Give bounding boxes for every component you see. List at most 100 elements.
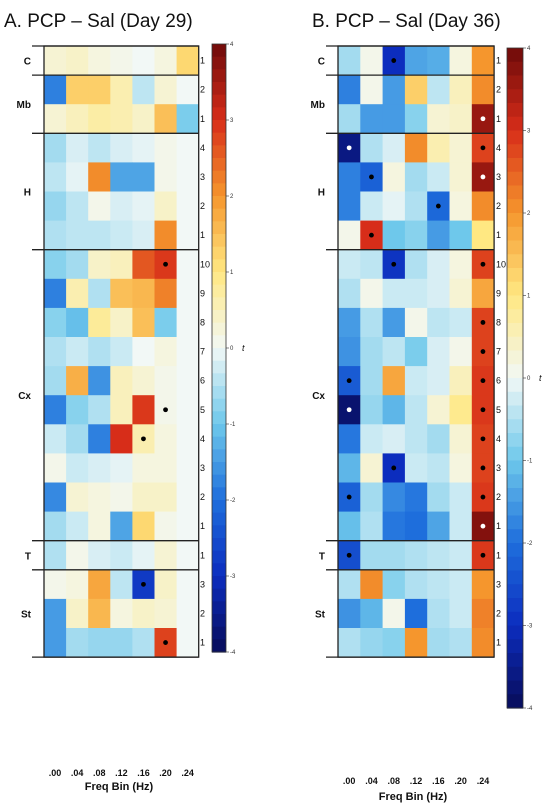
heatmap-cell xyxy=(404,366,428,396)
heatmap-cell xyxy=(154,569,177,600)
colorbar-segment xyxy=(507,268,523,283)
row-label: 5 xyxy=(496,405,501,415)
x-tick-label: .12 xyxy=(410,776,423,786)
row-label: 3 xyxy=(200,463,205,473)
colorbar-segment xyxy=(507,61,523,77)
heatmap-cell xyxy=(449,424,473,454)
row-label: 8 xyxy=(200,317,205,327)
significance-dot xyxy=(480,465,486,471)
heatmap-cell xyxy=(44,307,67,338)
colorbar-segment xyxy=(507,213,523,228)
heatmap-cell xyxy=(404,278,428,309)
colorbar-segment xyxy=(212,474,226,488)
heatmap-cell xyxy=(154,162,177,192)
row-label: 3 xyxy=(200,579,205,589)
colorbar-segment xyxy=(212,563,226,577)
heatmap-cell xyxy=(66,628,89,658)
heatmap-cell xyxy=(404,249,428,280)
colorbar-segment xyxy=(212,297,226,311)
heatmap-cell xyxy=(449,249,473,280)
colorbar-segment xyxy=(212,120,226,134)
heatmap-cell xyxy=(427,249,450,280)
heatmap-cell xyxy=(471,569,495,600)
x-tick-label: .00 xyxy=(343,776,356,786)
x-tick-label: .24 xyxy=(477,776,490,786)
colorbar-segment xyxy=(212,525,226,539)
heatmap-cell xyxy=(44,366,67,396)
heatmap-cell xyxy=(132,162,155,192)
colorbar-segment xyxy=(507,501,523,517)
row-label: 1 xyxy=(200,521,205,531)
heatmap-cell xyxy=(338,162,361,192)
heatmap-cell xyxy=(110,540,133,571)
heatmap-cell xyxy=(44,511,67,542)
heatmap-cell xyxy=(110,307,133,338)
heatmap-cell xyxy=(338,46,361,76)
heatmap-cell xyxy=(66,278,89,309)
heatmap-cell xyxy=(449,366,473,396)
heatmap-cell xyxy=(44,162,67,192)
heatmap-cell xyxy=(110,191,133,221)
heatmap-cell xyxy=(88,424,111,454)
row-label: 3 xyxy=(496,579,501,589)
heatmap-cell xyxy=(88,162,111,192)
heatmap-cell xyxy=(427,395,450,425)
heatmap-cell xyxy=(88,133,111,163)
heatmap-cell xyxy=(110,395,133,425)
significance-dot xyxy=(141,581,146,587)
group-label: St xyxy=(21,609,32,620)
heatmap-cell xyxy=(110,46,133,76)
row-label: 4 xyxy=(200,434,205,444)
heatmap-cell xyxy=(44,337,67,367)
heatmap-cell xyxy=(176,46,200,76)
significance-dot xyxy=(346,378,352,384)
heatmap-cell xyxy=(360,424,383,454)
colorbar-segment xyxy=(212,183,226,197)
colorbar-segment xyxy=(507,543,523,558)
colorbar-tick-label: -4 xyxy=(230,650,236,656)
heatmap-cell xyxy=(338,249,361,280)
row-label: 10 xyxy=(496,259,506,269)
heatmap-cell xyxy=(360,133,383,163)
heatmap-cell xyxy=(176,104,200,134)
heatmap-cell xyxy=(176,75,200,105)
heatmap-cell xyxy=(449,569,473,600)
heatmap-cell xyxy=(88,453,111,483)
heatmap-cell xyxy=(449,46,473,76)
heatmap-frame xyxy=(43,45,200,658)
significance-dot xyxy=(480,349,486,354)
heatmap-cell xyxy=(338,104,361,134)
colorbar-segment xyxy=(507,680,523,695)
heatmap-cell xyxy=(110,220,133,251)
colorbar-segment xyxy=(507,598,523,613)
heatmap-cell xyxy=(404,540,428,571)
row-label: 4 xyxy=(496,143,501,153)
heatmap-cell xyxy=(132,540,155,571)
significance-dot xyxy=(141,436,146,442)
heatmap-cell xyxy=(44,424,67,454)
group-label: Mb xyxy=(17,100,31,111)
significance-dot xyxy=(480,174,486,180)
colorbar-segment xyxy=(212,576,226,590)
heatmap-cell xyxy=(382,278,406,309)
row-label: 8 xyxy=(496,317,501,327)
heatmap-cell xyxy=(427,482,450,512)
colorbar-segment xyxy=(212,614,226,628)
heatmap-cell xyxy=(66,220,89,251)
heatmap-panel-b: 1214321109876543211321CMbHCxTSt.00.04.08… xyxy=(311,45,542,786)
colorbar-segment xyxy=(507,625,523,640)
colorbar-label: t xyxy=(242,343,245,353)
colorbar-segment xyxy=(507,226,523,242)
row-label: 4 xyxy=(200,143,205,153)
heatmap-cell xyxy=(427,453,450,483)
colorbar-segment xyxy=(507,350,523,365)
heatmap-cell xyxy=(66,395,89,425)
colorbar-segment xyxy=(212,56,226,70)
heatmap-cell xyxy=(66,482,89,512)
colorbar-segment xyxy=(212,639,226,653)
x-tick-label: .24 xyxy=(181,768,194,778)
significance-dot xyxy=(163,261,168,267)
heatmap-cell xyxy=(66,598,89,629)
heatmap-cell xyxy=(44,249,67,280)
heatmap-cell xyxy=(44,482,67,512)
